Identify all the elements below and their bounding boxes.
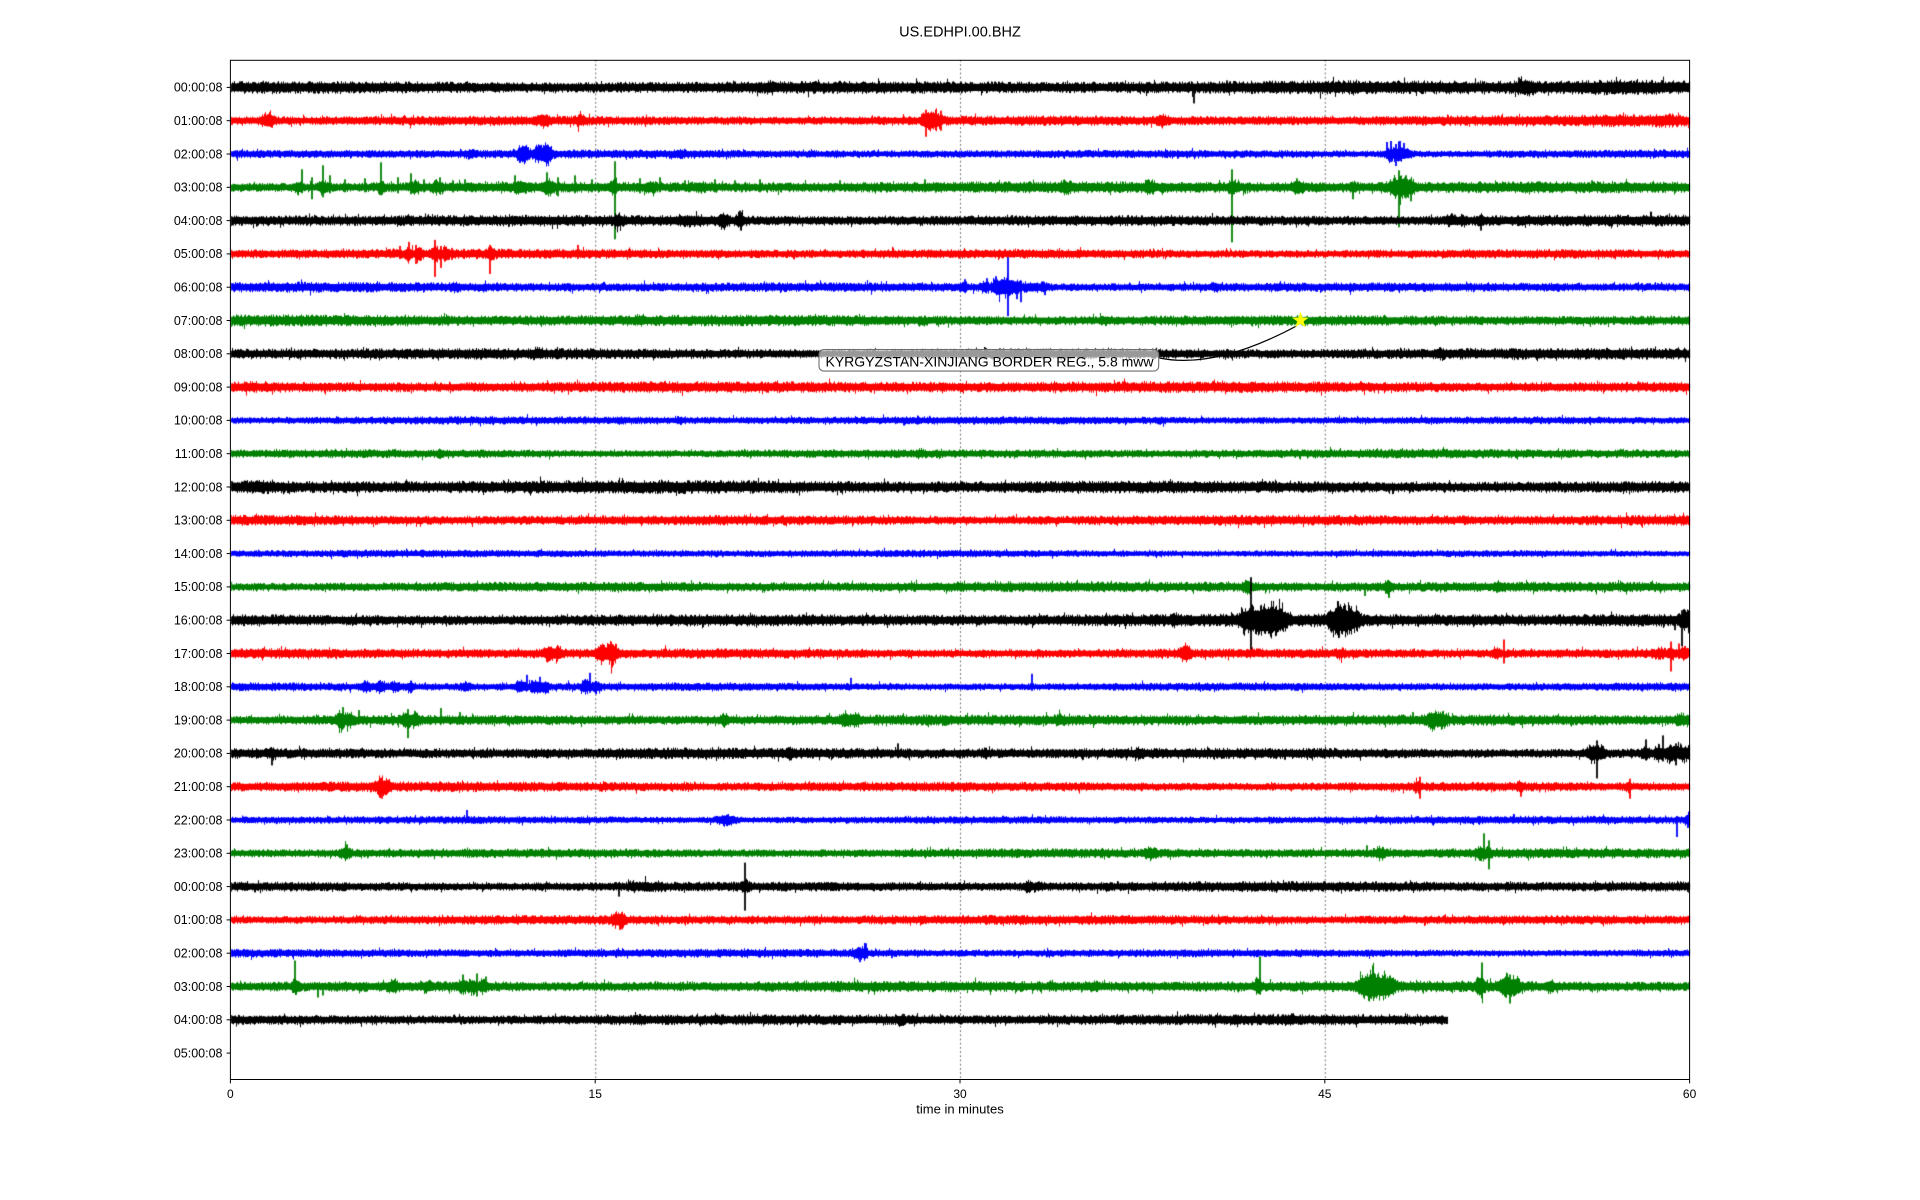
svg-text:time in minutes: time in minutes — [916, 1102, 1004, 1117]
svg-text:15: 15 — [589, 1087, 603, 1101]
svg-text:US.EDHPI.00.BHZ: US.EDHPI.00.BHZ — [899, 25, 1021, 41]
svg-text:09:00:08: 09:00:08 — [174, 380, 223, 394]
svg-text:10:00:08: 10:00:08 — [174, 414, 223, 428]
svg-text:20:00:08: 20:00:08 — [174, 747, 223, 761]
svg-text:03:00:08: 03:00:08 — [174, 181, 223, 195]
svg-text:30: 30 — [953, 1087, 967, 1101]
svg-text:23:00:08: 23:00:08 — [174, 847, 223, 861]
svg-text:01:00:08: 01:00:08 — [174, 913, 223, 927]
svg-text:17:00:08: 17:00:08 — [174, 647, 223, 661]
svg-text:45: 45 — [1318, 1087, 1332, 1101]
svg-text:16:00:08: 16:00:08 — [174, 614, 223, 628]
svg-text:08:00:08: 08:00:08 — [174, 347, 223, 361]
svg-text:22:00:08: 22:00:08 — [174, 813, 223, 827]
svg-text:06:00:08: 06:00:08 — [174, 281, 223, 295]
svg-text:KYRGYZSTAN-XINJIANG BORDER REG: KYRGYZSTAN-XINJIANG BORDER REG., 5.8 mww — [826, 354, 1155, 370]
svg-text:19:00:08: 19:00:08 — [174, 713, 223, 727]
svg-text:07:00:08: 07:00:08 — [174, 314, 223, 328]
svg-text:60: 60 — [1683, 1087, 1697, 1101]
svg-text:04:00:08: 04:00:08 — [174, 214, 223, 228]
svg-text:04:00:08: 04:00:08 — [174, 1013, 223, 1027]
svg-text:18:00:08: 18:00:08 — [174, 680, 223, 694]
svg-text:05:00:08: 05:00:08 — [174, 247, 223, 261]
svg-text:14:00:08: 14:00:08 — [174, 547, 223, 561]
svg-text:12:00:08: 12:00:08 — [174, 480, 223, 494]
svg-text:01:00:08: 01:00:08 — [174, 114, 223, 128]
svg-text:03:00:08: 03:00:08 — [174, 980, 223, 994]
svg-text:00:00:08: 00:00:08 — [174, 880, 223, 894]
svg-text:0: 0 — [227, 1087, 234, 1101]
svg-text:21:00:08: 21:00:08 — [174, 780, 223, 794]
svg-text:02:00:08: 02:00:08 — [174, 947, 223, 961]
svg-text:15:00:08: 15:00:08 — [174, 580, 223, 594]
svg-text:13:00:08: 13:00:08 — [174, 514, 223, 528]
svg-text:02:00:08: 02:00:08 — [174, 147, 223, 161]
svg-text:00:00:08: 00:00:08 — [174, 81, 223, 95]
svg-text:11:00:08: 11:00:08 — [175, 447, 223, 461]
svg-text:05:00:08: 05:00:08 — [174, 1046, 223, 1060]
